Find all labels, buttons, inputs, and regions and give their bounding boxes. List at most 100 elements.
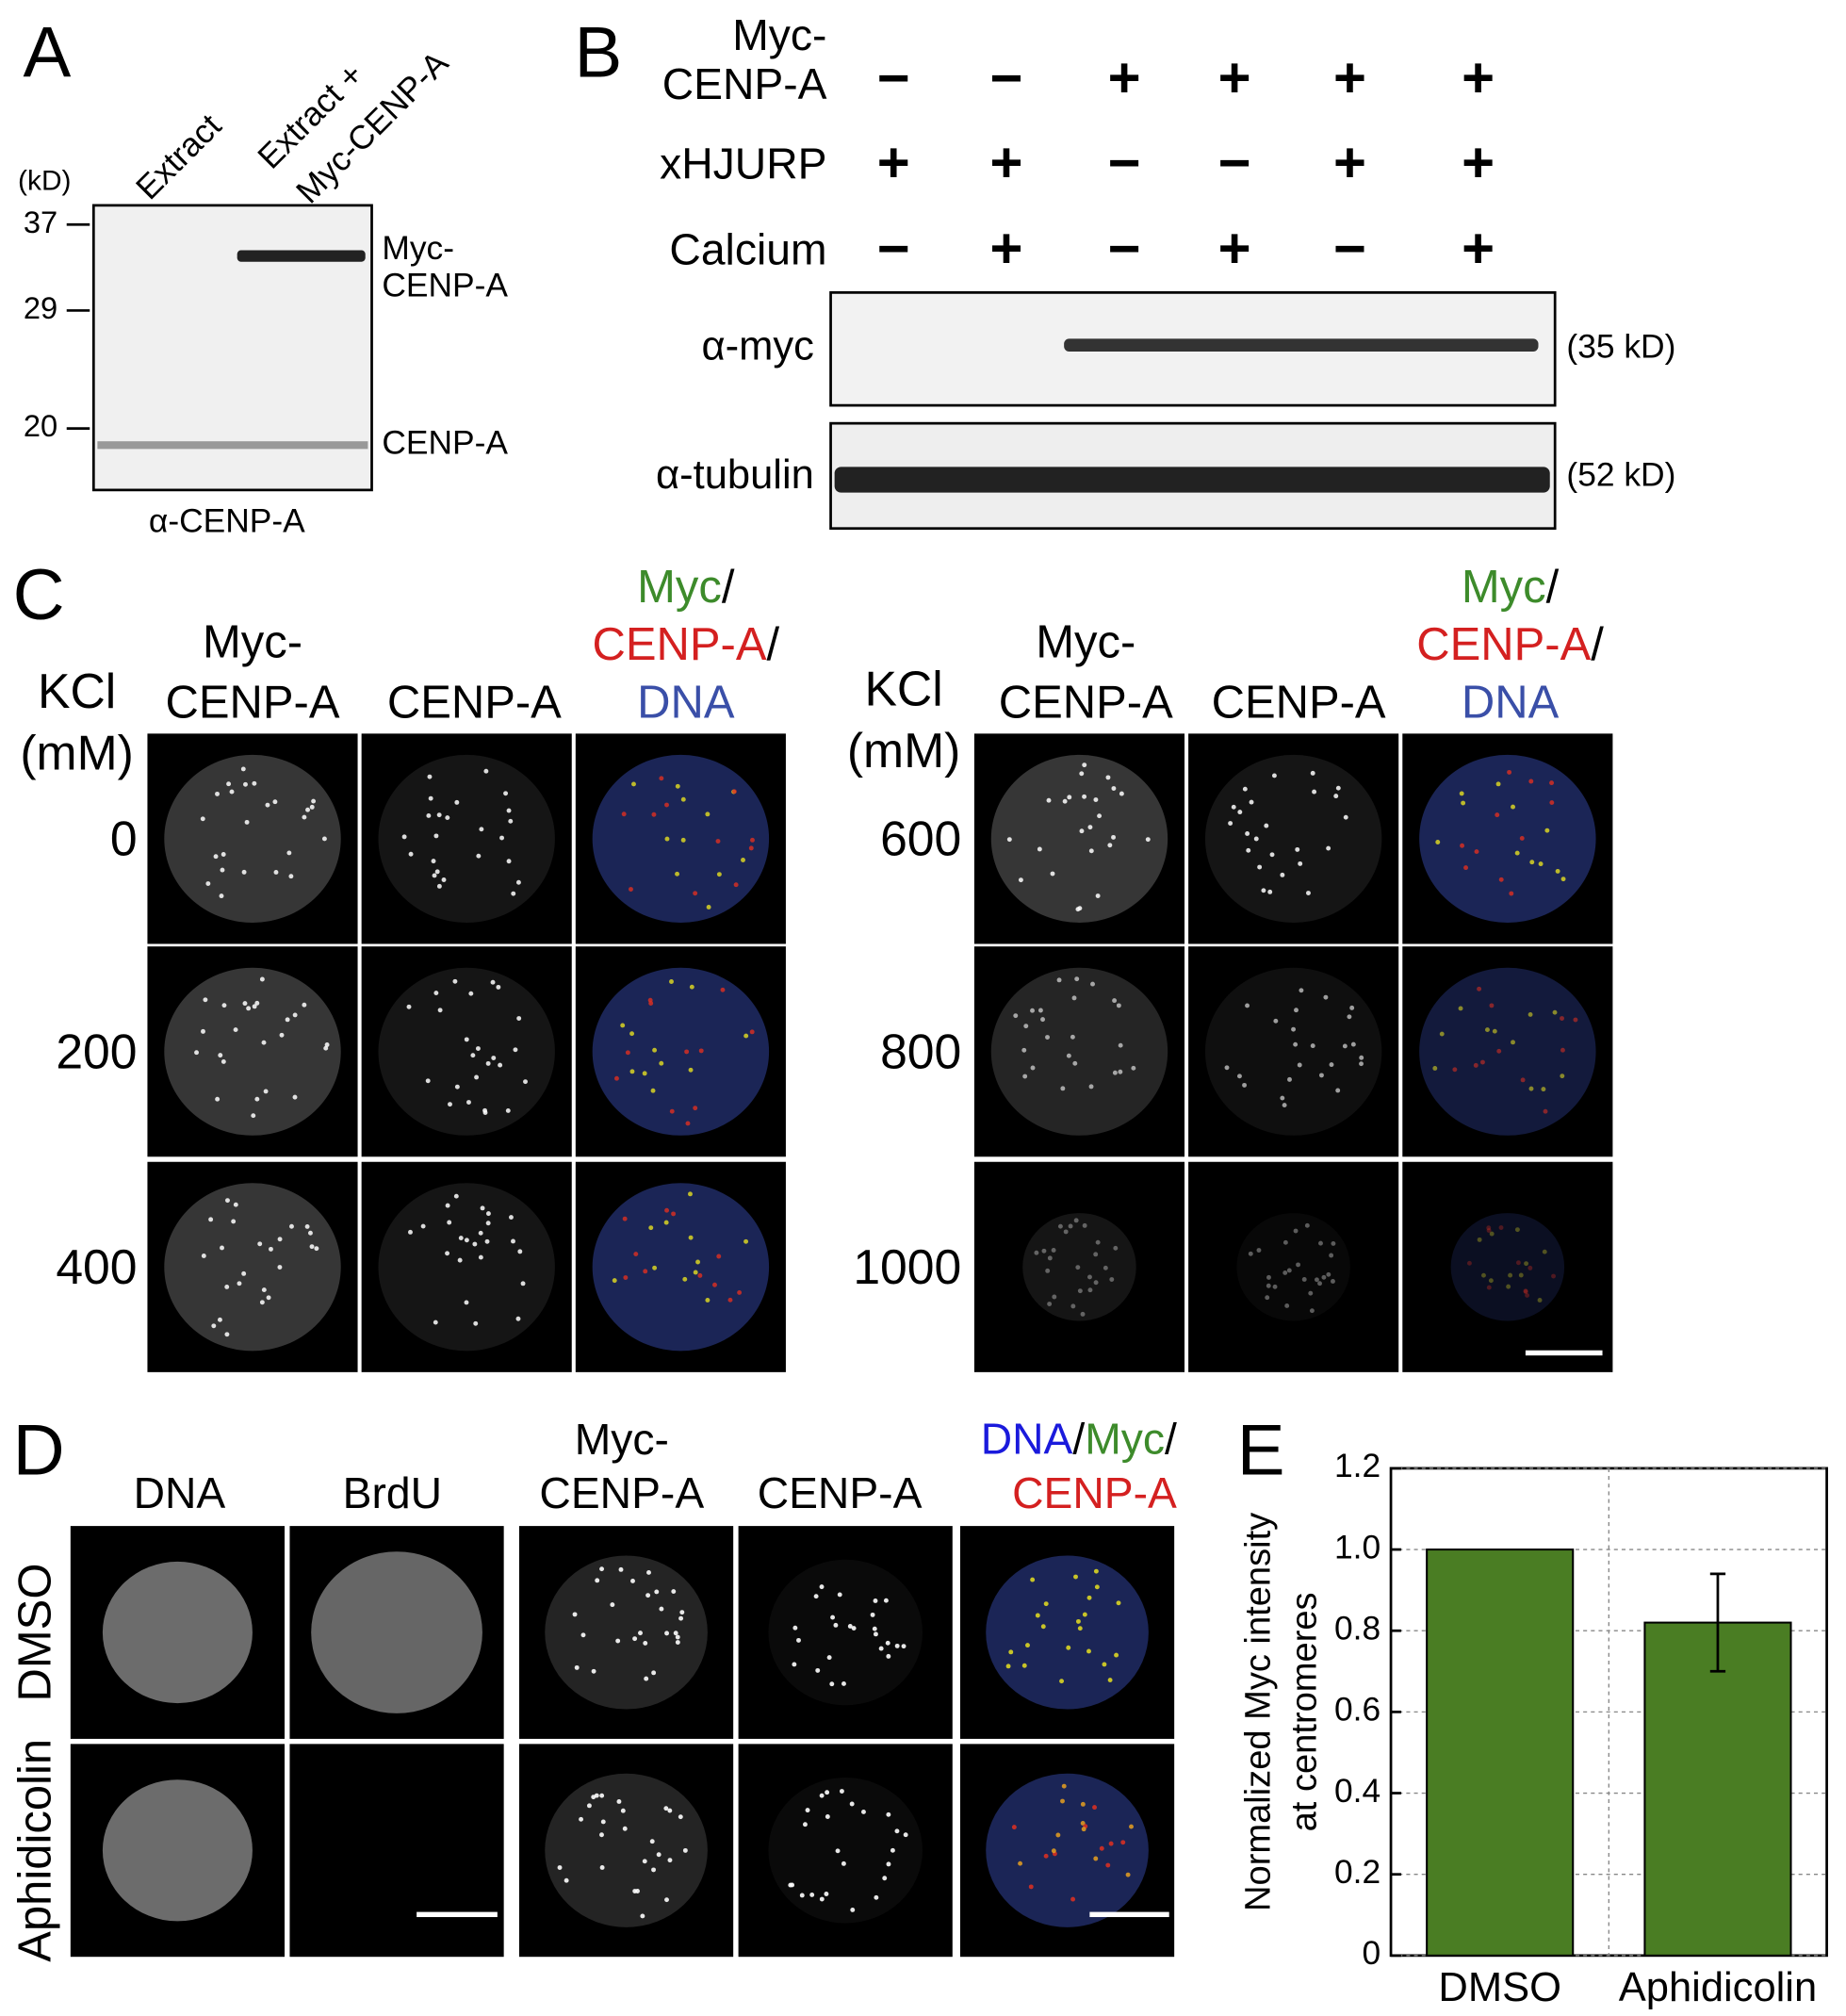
spot — [1261, 888, 1266, 893]
spot — [737, 1289, 743, 1295]
spot — [1498, 1225, 1504, 1230]
spot — [1095, 1239, 1101, 1245]
spot — [252, 780, 257, 786]
spot — [200, 816, 205, 822]
row-header: KCl — [38, 664, 116, 718]
spot — [1287, 1076, 1292, 1082]
spot — [205, 881, 211, 886]
spot — [1293, 1228, 1299, 1234]
condition-label: Myc- — [732, 10, 826, 59]
spot — [1114, 1652, 1119, 1658]
cell — [1204, 967, 1382, 1136]
spot — [1079, 828, 1085, 834]
spot — [259, 976, 265, 982]
spot — [1109, 1277, 1115, 1282]
cell — [990, 967, 1168, 1136]
spot — [433, 1319, 438, 1325]
spot — [1507, 769, 1512, 775]
spot — [302, 1002, 307, 1008]
spot — [243, 781, 248, 787]
condition-sign: + — [989, 131, 1022, 194]
spot — [473, 1320, 479, 1326]
y-tick-label: 0.2 — [1334, 1854, 1380, 1891]
micrograph — [147, 1161, 358, 1372]
spot — [712, 1282, 717, 1287]
spot — [1489, 1003, 1495, 1008]
band-label: CENP-A — [382, 425, 508, 462]
spot — [1506, 1284, 1511, 1289]
column-header: CENP-A/ — [593, 619, 780, 670]
spot — [652, 1265, 658, 1270]
spot — [288, 874, 294, 879]
spot — [671, 1589, 677, 1595]
spot — [1520, 1077, 1526, 1083]
text-part: / — [767, 619, 780, 670]
text-part: Myc — [1085, 1415, 1165, 1464]
spot — [1541, 1087, 1546, 1092]
spot — [474, 1074, 480, 1080]
spot — [252, 1004, 257, 1009]
spot — [1249, 799, 1254, 805]
bar — [1426, 1549, 1575, 1957]
spot — [1485, 1027, 1490, 1033]
spot — [233, 1027, 238, 1033]
spot — [286, 850, 292, 856]
spot — [622, 1826, 628, 1831]
text-part: DNA — [981, 1415, 1073, 1464]
spot — [433, 833, 439, 839]
micrograph — [973, 1161, 1185, 1372]
spot — [599, 1793, 605, 1798]
spot — [201, 1028, 205, 1034]
spot — [792, 1662, 797, 1667]
band — [97, 441, 368, 450]
spot — [201, 1254, 206, 1258]
spot — [273, 870, 279, 875]
condition-sign: − — [1108, 217, 1141, 280]
spot — [557, 1865, 563, 1870]
spot — [1070, 1303, 1076, 1309]
spot — [646, 1569, 651, 1575]
spot — [1034, 1250, 1039, 1255]
spot — [1282, 1270, 1288, 1275]
spot — [1081, 1827, 1086, 1832]
spot — [886, 1861, 891, 1867]
spot — [434, 869, 440, 875]
spot — [664, 1631, 670, 1636]
condition-sign: + — [1462, 217, 1495, 280]
spot — [1075, 1265, 1081, 1270]
spot — [610, 1602, 615, 1608]
spot — [1519, 835, 1525, 841]
spot — [457, 1257, 463, 1263]
spot — [839, 1789, 844, 1794]
spot — [1118, 1069, 1123, 1074]
spot — [599, 1832, 604, 1838]
antibody-label: α-CENP-A — [149, 503, 305, 540]
spot — [1342, 1043, 1348, 1049]
spot — [1528, 779, 1534, 784]
spot — [901, 1644, 907, 1649]
text-part: / — [1546, 562, 1560, 613]
spot — [304, 1223, 310, 1229]
spot — [1022, 1074, 1028, 1079]
column-header: DNA — [134, 1468, 226, 1517]
spot — [302, 814, 307, 820]
spot — [1077, 1626, 1083, 1631]
spot — [1237, 810, 1243, 815]
marker-label: 20 — [24, 408, 57, 443]
spot — [873, 1631, 878, 1637]
spot — [1318, 1240, 1323, 1246]
spot — [1047, 1255, 1053, 1261]
spot — [1310, 770, 1315, 776]
band-label: Myc- — [382, 230, 454, 267]
spot — [1511, 1040, 1515, 1045]
micrograph — [147, 946, 358, 1157]
spot — [1282, 1103, 1287, 1108]
spot — [874, 1894, 879, 1900]
spot — [664, 1207, 670, 1213]
spot — [1486, 1225, 1492, 1231]
spot — [612, 1278, 617, 1284]
row-label: 1000 — [853, 1239, 961, 1294]
spot — [643, 1640, 648, 1646]
spot — [1087, 1274, 1092, 1280]
spot — [1056, 977, 1062, 983]
